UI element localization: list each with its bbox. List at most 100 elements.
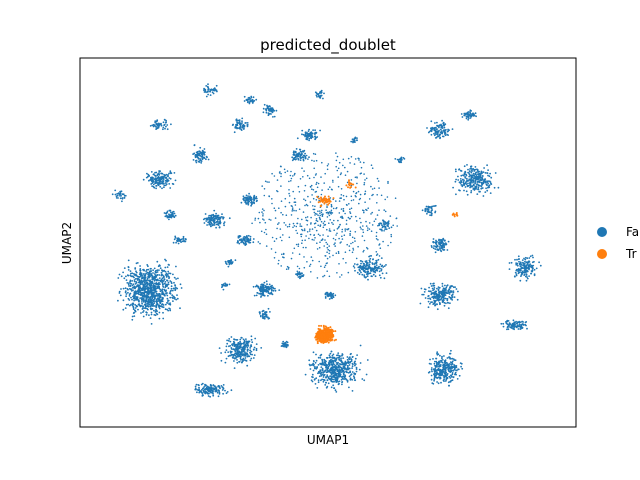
scatter-point-false (466, 164, 468, 166)
scatter-point-false (123, 196, 126, 199)
scatter-point-false (129, 281, 131, 283)
scatter-point-false (129, 284, 132, 287)
scatter-point-false (472, 172, 475, 175)
scatter-point-false (369, 257, 372, 260)
scatter-point-false (242, 353, 244, 355)
scatter-point-false (336, 370, 339, 372)
scatter-point-false (528, 260, 530, 263)
scatter-point-false (341, 375, 344, 378)
scatter-point-false (138, 303, 141, 305)
scatter-point-false (450, 297, 453, 299)
scatter-point-false (173, 212, 176, 215)
scatter-point-false (435, 360, 438, 363)
scatter-point-false (158, 306, 161, 308)
scatter-point-false (364, 179, 366, 181)
scatter-point-false (325, 381, 327, 384)
scatter-point-false (164, 266, 167, 269)
scatter-point-false (440, 370, 443, 373)
scatter-point-false (375, 251, 378, 253)
scatter-point-false (331, 367, 334, 370)
scatter-point-false (369, 261, 371, 264)
scatter-point-false (192, 159, 195, 161)
scatter-point-false (265, 287, 268, 290)
scatter-point-false (324, 264, 327, 267)
scatter-point-false (435, 126, 437, 129)
scatter-point-false (420, 287, 423, 290)
scatter-point-false (344, 166, 346, 169)
scatter-point-false (439, 364, 442, 366)
scatter-point-false (273, 257, 276, 259)
scatter-point-false (486, 189, 489, 192)
scatter-point-false (154, 278, 156, 281)
scatter-point-false (173, 297, 176, 300)
scatter-point-false (246, 240, 249, 243)
scatter-point-false (212, 88, 215, 91)
scatter-point-false (236, 127, 238, 130)
scatter-point-false (233, 360, 235, 362)
scatter-point-false (304, 239, 306, 241)
scatter-point-false (159, 267, 162, 270)
scatter-point-false (327, 188, 330, 191)
scatter-point-false (346, 380, 349, 383)
scatter-point-false (201, 382, 204, 385)
scatter-point-false (150, 274, 153, 276)
scatter-point-false (162, 121, 165, 124)
scatter-point-false (481, 187, 484, 189)
scatter-point-false (235, 345, 238, 348)
scatter-point-false (122, 308, 125, 311)
scatter-point-false (252, 238, 255, 240)
scatter-point-false (432, 297, 435, 300)
scatter-point-false (154, 271, 157, 273)
scatter-point-false (434, 122, 436, 124)
scatter-point-false (436, 381, 438, 383)
scatter-point-false (149, 297, 152, 299)
scatter-point-false (243, 349, 246, 351)
scatter-point-false (519, 261, 522, 264)
scatter-point-false (308, 128, 310, 131)
scatter-point-false (249, 235, 252, 238)
scatter-point-false (361, 273, 364, 276)
scatter-point-false (310, 271, 312, 273)
scatter-point-false (297, 158, 300, 161)
scatter-point-false (173, 172, 176, 174)
scatter-point-false (213, 385, 216, 387)
scatter-point-false (166, 273, 169, 276)
scatter-point-false (143, 291, 145, 294)
scatter-point-false (159, 170, 162, 173)
scatter-point-false (230, 389, 233, 392)
scatter-point-false (438, 301, 441, 304)
scatter-point-false (302, 150, 305, 153)
scatter-point-false (148, 314, 150, 316)
scatter-point-false (443, 240, 446, 242)
scatter-point-false (342, 209, 345, 212)
scatter-point-false (375, 238, 378, 240)
scatter-point-false (205, 388, 208, 391)
scatter-point-false (332, 353, 335, 356)
scatter-point-false (131, 280, 134, 282)
scatter-point-false (452, 286, 455, 289)
scatter-point-false (229, 340, 232, 343)
scatter-point-false (162, 275, 165, 277)
scatter-point-false (468, 113, 471, 116)
scatter-point-false (253, 354, 256, 356)
scatter-point-false (264, 311, 267, 314)
scatter-point-false (119, 190, 121, 193)
scatter-point-false (455, 178, 457, 181)
scatter-point-false (452, 376, 455, 378)
scatter-point-false (177, 277, 179, 280)
scatter-point-false (431, 382, 434, 384)
scatter-point-false (131, 272, 134, 275)
scatter-point-false (460, 179, 462, 182)
scatter-point-false (354, 373, 356, 376)
scatter-point-false (299, 157, 302, 160)
scatter-point-false (311, 194, 313, 196)
scatter-point-false (146, 268, 148, 271)
scatter-point-false (301, 129, 304, 132)
scatter-point-false (376, 177, 379, 180)
scatter-point-false (154, 177, 157, 180)
scatter-point-false (255, 98, 258, 101)
scatter-point-false (152, 272, 154, 274)
scatter-point-false (239, 355, 241, 357)
scatter-point-false (471, 170, 473, 173)
scatter-point-false (253, 346, 256, 349)
